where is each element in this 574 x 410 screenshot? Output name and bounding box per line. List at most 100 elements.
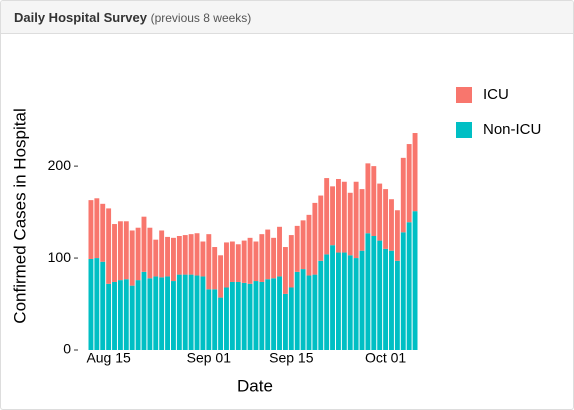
bar-segment	[330, 186, 335, 246]
bar-segment	[247, 283, 253, 350]
bar-segment	[341, 181, 347, 253]
bar-segment	[306, 214, 312, 276]
bar-segment	[318, 260, 324, 350]
bar-segment	[259, 234, 265, 282]
bar-segment	[271, 237, 277, 279]
x-tick-label: Sep 15	[269, 350, 314, 366]
bar-segment	[212, 247, 218, 290]
bar-segment	[412, 211, 418, 350]
bar-segment	[147, 278, 153, 350]
bar-segment	[159, 230, 165, 278]
bar-segment	[359, 250, 365, 350]
bar-segment	[229, 241, 235, 282]
bar-segment	[400, 157, 406, 233]
bar-segment	[123, 221, 129, 280]
bar-segment	[224, 287, 229, 350]
card-header: Daily Hospital Survey (previous 8 weeks)	[1, 1, 573, 34]
bar-segment	[312, 202, 318, 275]
legend-swatch	[456, 87, 472, 103]
bar-segment	[318, 195, 324, 261]
bar-segment	[300, 220, 306, 270]
bar-segment	[394, 260, 400, 350]
bar-segment	[218, 297, 224, 350]
x-tick-label: Aug 15	[86, 350, 131, 366]
bar-segment	[117, 221, 123, 281]
bar-segment	[94, 258, 100, 350]
bar-segment	[100, 203, 106, 262]
bar-segment	[288, 235, 294, 288]
card-title: Daily Hospital Survey	[14, 10, 147, 25]
bar-segment	[324, 178, 330, 255]
bar-segment	[206, 234, 212, 290]
card-subtitle: (previous 8 weeks)	[150, 11, 252, 25]
bar-segment	[365, 163, 371, 234]
bar-segment	[129, 230, 135, 286]
bar-segment	[188, 234, 194, 275]
bar-segment	[135, 280, 141, 350]
bar-segment	[182, 274, 188, 350]
bar-segment	[294, 225, 300, 272]
bar-segment	[229, 281, 235, 350]
bar-segment	[383, 189, 389, 249]
bar-segment	[106, 283, 112, 350]
bar-segment	[359, 189, 365, 251]
bar-segment	[212, 289, 218, 350]
bar-segment	[406, 144, 412, 223]
bar-segment	[341, 252, 347, 350]
bar-segment	[171, 237, 176, 282]
bar-segment	[365, 233, 371, 350]
bar-segment	[336, 178, 341, 253]
bar-segment	[141, 216, 147, 272]
bar-segment	[247, 237, 253, 284]
bar-segment	[165, 276, 170, 350]
bar-segment	[294, 271, 300, 350]
bar-segment	[100, 261, 106, 350]
bar-segment	[141, 271, 147, 350]
bar-segment	[300, 269, 306, 350]
bar-segment	[218, 255, 224, 298]
bar-segment	[188, 274, 194, 350]
bar-segment	[241, 282, 247, 350]
bar-segment	[259, 281, 265, 350]
bar-segment	[224, 242, 229, 288]
x-tick-label: Sep 01	[187, 350, 232, 366]
bar-segment	[347, 255, 353, 350]
bar-segment	[135, 227, 141, 281]
bar-segment	[123, 279, 129, 350]
bar-segment	[241, 240, 247, 283]
bar-segment	[159, 277, 165, 350]
bar-segment	[200, 241, 206, 277]
bar-segment	[288, 287, 294, 350]
bar-segment	[282, 293, 288, 350]
bar-segment	[400, 232, 406, 350]
bar-segment	[336, 252, 341, 350]
bar-segment	[106, 208, 112, 284]
bar-segment	[353, 258, 359, 350]
y-axis-label: Confirmed Cases in Hospital	[10, 108, 29, 323]
bar-segment	[117, 280, 123, 350]
bar-segment	[383, 248, 389, 350]
bar-segment	[277, 276, 282, 350]
bar-segment	[347, 192, 353, 256]
bar-segment	[253, 281, 259, 350]
bar-segment	[312, 274, 318, 350]
bar-segment	[182, 235, 188, 275]
legend-swatch	[456, 122, 472, 138]
bar-segment	[277, 226, 282, 277]
bar-segment	[165, 236, 170, 277]
y-tick-label: 200	[48, 157, 72, 173]
bar-segment	[176, 235, 182, 275]
bar-segment	[253, 241, 259, 282]
bar-segment	[147, 227, 153, 279]
bar-segment	[171, 281, 176, 350]
bar-segment	[88, 200, 94, 259]
bar-segment	[271, 278, 277, 350]
bar-segment	[129, 285, 135, 350]
bar-segment	[176, 274, 182, 350]
bar-segment	[88, 258, 94, 350]
bar-segment	[306, 275, 312, 350]
x-axis-label: Date	[237, 376, 273, 395]
bar-segment	[324, 254, 330, 350]
bar-segment	[94, 198, 100, 259]
